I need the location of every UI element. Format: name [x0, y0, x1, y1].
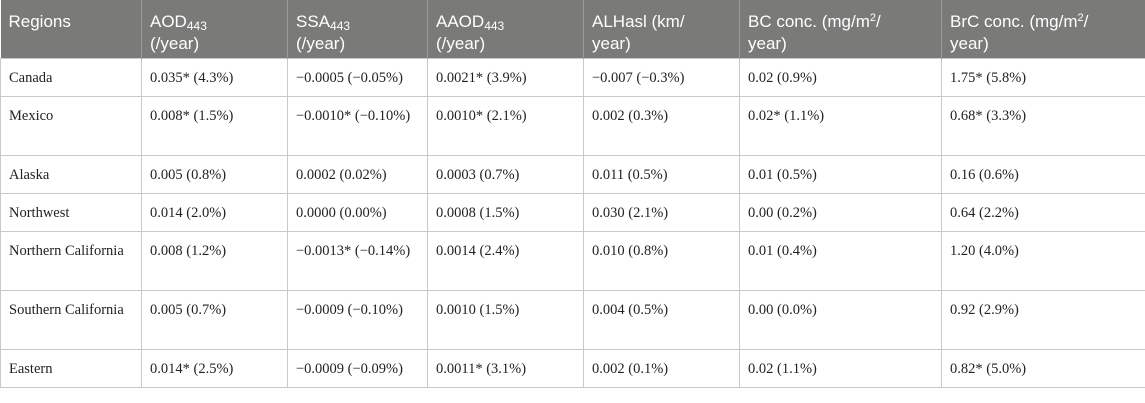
cell-brc: 1.75* (5.8%): [941, 57, 1145, 97]
cell-aaod: 0.0011* (3.1%): [427, 348, 584, 388]
cell-region: Mexico: [0, 95, 142, 156]
table-row: Northern California 0.008 (1.2%) −0.0013…: [0, 230, 1145, 291]
cell-brc: 1.20 (4.0%): [941, 230, 1145, 291]
cell-region: Northern California: [0, 230, 142, 291]
table-row: Southern California 0.005 (0.7%) −0.0009…: [0, 289, 1145, 350]
cell-ssa: −0.0013* (−0.14%): [287, 230, 428, 291]
cell-alhasl: 0.011 (0.5%): [583, 154, 740, 194]
cell-aaod: 0.0014 (2.4%): [427, 230, 584, 291]
cell-alhasl: 0.002 (0.1%): [583, 348, 740, 388]
cell-region: Northwest: [0, 192, 142, 232]
cell-aaod: 0.0010* (2.1%): [427, 95, 584, 156]
cell-bc: 0.02 (0.9%): [739, 57, 942, 97]
cell-region: Alaska: [0, 154, 142, 194]
header-row: Regions AOD443 (/year) SSA443 (/year) AAOD…: [0, 0, 1145, 58]
table-row: Alaska 0.005 (0.8%) 0.0002 (0.02%) 0.000…: [0, 154, 1145, 194]
table-header: Regions AOD443 (/year) SSA443 (/year) AAOD…: [0, 0, 1145, 58]
table-row: Mexico 0.008* (1.5%) −0.0010* (−0.10%) 0…: [0, 95, 1145, 156]
cell-ssa: −0.0005 (−0.05%): [287, 57, 428, 97]
cell-ssa: 0.0002 (0.02%): [287, 154, 428, 194]
cell-alhasl: −0.007 (−0.3%): [583, 57, 740, 97]
cell-brc: 0.64 (2.2%): [941, 192, 1145, 232]
cell-bc: 0.02* (1.1%): [739, 95, 942, 156]
cell-alhasl: 0.002 (0.3%): [583, 95, 740, 156]
header-alhasl: ALHasl (km/year): [583, 0, 740, 58]
cell-aod: 0.005 (0.8%): [141, 154, 288, 194]
cell-region: Eastern: [0, 348, 142, 388]
cell-ssa: 0.0000 (0.00%): [287, 192, 428, 232]
cell-alhasl: 0.030 (2.1%): [583, 192, 740, 232]
cell-aaod: 0.0003 (0.7%): [427, 154, 584, 194]
header-aod: AOD443 (/year): [141, 0, 288, 58]
table-body: Canada 0.035* (4.3%) −0.0005 (−0.05%) 0.…: [0, 57, 1145, 388]
cell-aaod: 0.0010 (1.5%): [427, 289, 584, 350]
cell-brc: 0.68* (3.3%): [941, 95, 1145, 156]
table-row: Eastern 0.014* (2.5%) −0.0009 (−0.09%) 0…: [0, 348, 1145, 388]
header-aaod: AAOD443 (/year): [427, 0, 584, 58]
cell-alhasl: 0.004 (0.5%): [583, 289, 740, 350]
cell-bc: 0.00 (0.0%): [739, 289, 942, 350]
cell-aod: 0.014* (2.5%): [141, 348, 288, 388]
header-brc-conc: BrC conc. (mg/m2/year): [941, 0, 1145, 58]
header-ssa: SSA443 (/year): [287, 0, 428, 58]
table-row: Canada 0.035* (4.3%) −0.0005 (−0.05%) 0.…: [0, 57, 1145, 97]
trend-table: Regions AOD443 (/year) SSA443 (/year) AAOD…: [0, 0, 1145, 388]
cell-brc: 0.16 (0.6%): [941, 154, 1145, 194]
cell-aod: 0.014 (2.0%): [141, 192, 288, 232]
cell-aod: 0.005 (0.7%): [141, 289, 288, 350]
cell-ssa: −0.0010* (−0.10%): [287, 95, 428, 156]
cell-brc: 0.82* (5.0%): [941, 348, 1145, 388]
cell-ssa: −0.0009 (−0.10%): [287, 289, 428, 350]
cell-bc: 0.01 (0.5%): [739, 154, 942, 194]
cell-bc: 0.01 (0.4%): [739, 230, 942, 291]
cell-aaod: 0.0008 (1.5%): [427, 192, 584, 232]
header-bc-conc: BC conc. (mg/m2/year): [739, 0, 942, 58]
cell-bc: 0.00 (0.2%): [739, 192, 942, 232]
cell-bc: 0.02 (1.1%): [739, 348, 942, 388]
header-regions: Regions: [0, 0, 142, 58]
cell-brc: 0.92 (2.9%): [941, 289, 1145, 350]
cell-aod: 0.035* (4.3%): [141, 57, 288, 97]
cell-alhasl: 0.010 (0.8%): [583, 230, 740, 291]
cell-region: Canada: [0, 57, 142, 97]
cell-aod: 0.008* (1.5%): [141, 95, 288, 156]
cell-aaod: 0.0021* (3.9%): [427, 57, 584, 97]
table-row: Northwest 0.014 (2.0%) 0.0000 (0.00%) 0.…: [0, 192, 1145, 232]
cell-aod: 0.008 (1.2%): [141, 230, 288, 291]
cell-ssa: −0.0009 (−0.09%): [287, 348, 428, 388]
cell-region: Southern California: [0, 289, 142, 350]
